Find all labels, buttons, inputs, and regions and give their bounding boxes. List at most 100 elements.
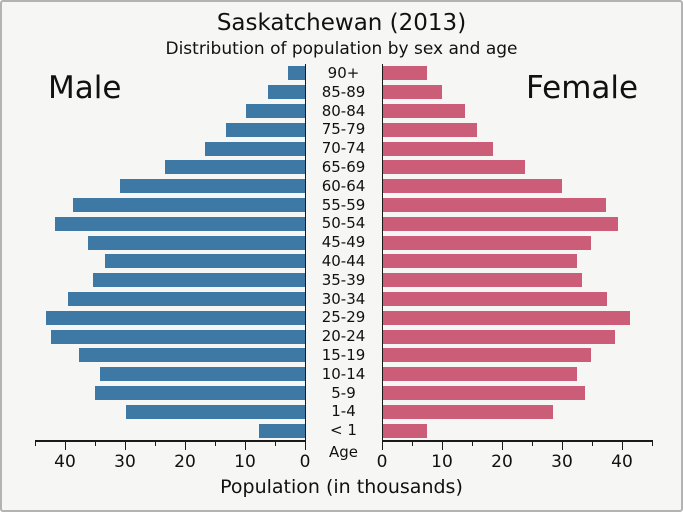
x-axis-major-tick [382, 441, 384, 450]
x-axis-minor-tick [592, 441, 594, 446]
female-bar [383, 85, 443, 100]
age-group-label: 65-69 [321, 158, 366, 176]
female-bar [383, 216, 619, 231]
x-axis-tick-label: 30 [551, 452, 573, 472]
female-side-label: Female [526, 70, 639, 106]
x-axis-tick-label: 10 [234, 452, 256, 472]
male-bar [92, 273, 305, 288]
female-bar [383, 386, 585, 400]
male-bars-plot [35, 64, 306, 440]
male-x-axis-line [35, 440, 306, 442]
male-bar [287, 66, 305, 81]
x-axis-tick-label: 30 [114, 452, 136, 472]
x-axis-tick-label: 10 [431, 452, 453, 472]
age-group-label: 75-79 [321, 120, 366, 139]
x-axis-minor-tick [472, 441, 474, 446]
male-bar [245, 104, 305, 118]
female-bar [383, 198, 607, 212]
female-x-axis-line [382, 440, 653, 442]
x-axis-tick-label: 40 [54, 452, 76, 472]
male-bar [68, 292, 305, 306]
age-group-label: 55-59 [321, 195, 366, 214]
age-group-label: 85-89 [321, 82, 366, 101]
female-bar [383, 423, 427, 438]
x-axis-major-tick [185, 441, 187, 450]
age-group-label: 40-44 [321, 252, 366, 270]
age-group-label: 25-29 [321, 308, 366, 327]
male-bar [78, 348, 305, 363]
male-bar [50, 329, 305, 344]
male-bar [88, 235, 305, 250]
age-group-label: 1-4 [331, 402, 356, 421]
age-group-label: 45-49 [321, 233, 366, 252]
x-axis-minor-tick [95, 441, 97, 446]
age-axis-label: Age [328, 443, 358, 461]
male-bar [99, 367, 305, 382]
age-group-label: 60-64 [321, 176, 366, 195]
age-group-label: 15-19 [321, 346, 366, 364]
age-group-label: 50-54 [321, 214, 366, 233]
age-group-label: 30-34 [321, 289, 366, 308]
male-bar [73, 198, 305, 212]
female-bar [383, 122, 478, 137]
age-group-label: 70-74 [321, 139, 366, 158]
age-group-label: 5-9 [331, 383, 356, 402]
female-bar [383, 141, 494, 156]
x-axis-major-tick [442, 441, 444, 450]
x-axis-title: Population (in thousands) [220, 476, 463, 498]
x-axis-tick-label: 20 [491, 452, 513, 472]
female-bar [383, 404, 553, 419]
male-bar [45, 310, 305, 325]
male-bar [54, 216, 305, 231]
male-bar [104, 254, 305, 269]
female-bar [383, 273, 583, 288]
female-bar [383, 254, 577, 269]
x-axis-minor-tick [275, 441, 277, 446]
x-axis-minor-tick [215, 441, 217, 446]
male-bar [205, 141, 305, 156]
female-bars-plot [382, 64, 653, 440]
age-group-label: 80-84 [321, 101, 366, 120]
x-axis-major-tick [622, 441, 624, 450]
age-group-label: 90+ [327, 64, 360, 82]
female-bar [383, 348, 592, 363]
female-bar [383, 310, 631, 325]
age-group-labels-column: 90+ 85-89 80-84 75-79 70-74 65-69 60-64 55-59 50… [305, 64, 382, 440]
x-axis-major-tick [125, 441, 127, 450]
chart-title: Saskatchewan (2013) [216, 10, 467, 36]
female-bar [383, 179, 563, 194]
female-bar [383, 160, 525, 175]
female-bar [383, 292, 608, 306]
male-bar [95, 386, 305, 400]
x-axis-major-tick [562, 441, 564, 450]
x-axis-major-tick [65, 441, 67, 450]
x-axis-tick-label: 0 [299, 452, 311, 472]
x-axis-minor-tick [155, 441, 157, 446]
female-bar [383, 235, 592, 250]
male-bar [258, 423, 305, 438]
chart-subtitle: Distribution of population by sex and ag… [165, 39, 518, 59]
age-group-label: 10-14 [321, 364, 366, 383]
male-bar [126, 404, 305, 419]
male-bar [226, 122, 305, 137]
age-group-label: < 1 [330, 421, 357, 440]
female-bar [383, 104, 466, 118]
male-bar [165, 160, 305, 175]
age-group-label: 35-39 [321, 270, 366, 289]
x-axis-minor-tick [35, 441, 37, 446]
x-axis-minor-tick [652, 441, 654, 446]
age-group-label: 20-24 [321, 327, 366, 346]
x-axis-tick-label: 20 [174, 452, 196, 472]
x-axis-major-tick [305, 441, 307, 450]
x-axis-tick-label: 0 [376, 452, 388, 472]
x-axis-minor-tick [532, 441, 534, 446]
female-bar [383, 329, 615, 344]
male-x-axis-ticks: 0 10 20 30 40 [35, 441, 310, 481]
x-axis-minor-tick [412, 441, 414, 446]
x-axis-tick-label: 40 [611, 452, 633, 472]
male-bar [268, 85, 305, 100]
female-bar [383, 66, 427, 81]
x-axis-major-tick [245, 441, 247, 450]
male-side-label: Male [48, 70, 122, 106]
